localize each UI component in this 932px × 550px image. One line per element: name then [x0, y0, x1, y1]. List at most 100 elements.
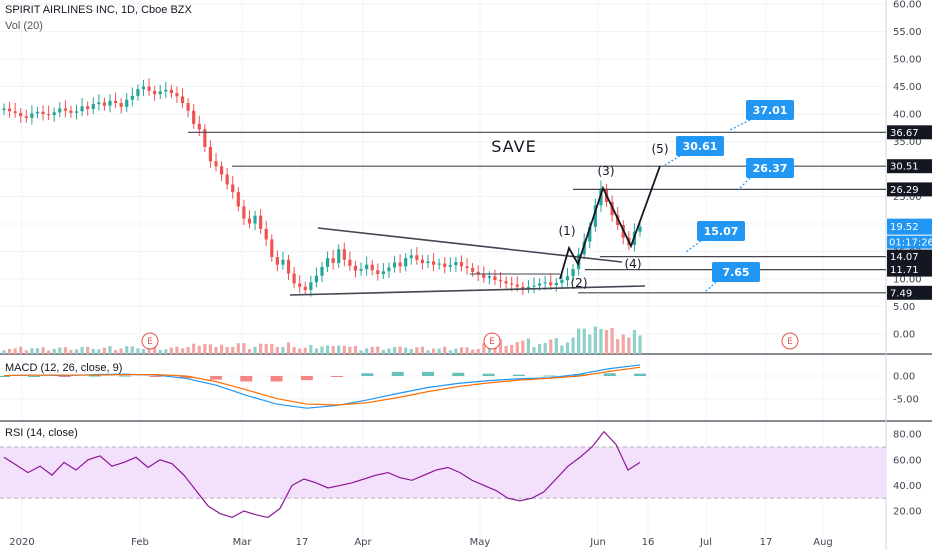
volume-bar [281, 347, 285, 354]
volume-bar [526, 338, 531, 354]
callout-label: 7.65 [722, 266, 749, 279]
wave-label: (3) [598, 164, 615, 178]
x-tick-label: Mar [233, 537, 253, 548]
x-tick-label: 16 [642, 537, 655, 548]
callout-pointer [664, 155, 681, 166]
candle-body [337, 249, 341, 264]
volume-bar [582, 328, 586, 354]
volume-bar [231, 346, 235, 354]
volume-bar [203, 343, 207, 354]
volume-bar [543, 343, 547, 354]
macd-histogram-bar [512, 374, 525, 376]
volume-bar [348, 346, 352, 354]
macd-histogram-bar [240, 376, 253, 382]
candle-body [359, 269, 363, 271]
callout-pointer [685, 240, 702, 253]
volume-bar [593, 326, 597, 354]
x-tick-label: Apr [354, 537, 372, 548]
x-tick-label: Jun [589, 537, 606, 548]
volume-bar [331, 346, 335, 354]
wave-path [559, 165, 661, 280]
volume-bar [532, 347, 536, 354]
candle-body [147, 86, 151, 91]
volume-bar [482, 343, 486, 354]
macd-histogram-bar [543, 375, 556, 377]
volume-bar [169, 347, 173, 354]
volume-bar [376, 346, 380, 354]
rsi-tick-label: 60.00 [893, 455, 922, 466]
volume-bar [175, 346, 179, 354]
candle-body [431, 261, 436, 265]
callout-box [746, 158, 794, 178]
volume-bar [320, 346, 324, 354]
callout-pointer [737, 177, 751, 191]
countdown-tag [887, 235, 932, 249]
level-tag [887, 125, 932, 140]
macd-histogram-bar [482, 373, 495, 376]
macd-histogram-bar [391, 371, 404, 376]
candle-body [320, 266, 324, 276]
macd-histogram-bar [361, 373, 374, 376]
candle-body [231, 184, 235, 193]
rsi-line [3, 430, 641, 519]
volume-bar [415, 347, 419, 354]
volume-bar [359, 350, 363, 354]
volume-bar [454, 348, 458, 354]
candle-body [13, 111, 17, 113]
candle-body [498, 280, 503, 282]
candle-body [130, 95, 134, 100]
candle-body [565, 276, 570, 281]
y-tick-label: 40.00 [893, 110, 922, 121]
volume-bar [158, 349, 162, 354]
candle-body [638, 226, 642, 232]
volume-bar [253, 346, 257, 354]
level-tag [887, 249, 932, 264]
volume-bar [465, 347, 469, 354]
volume-bar [141, 348, 146, 354]
candle-body [560, 280, 564, 283]
volume-bar [510, 345, 514, 354]
candle-body [7, 108, 12, 112]
candle-body [409, 255, 413, 259]
volume-bar [537, 344, 542, 354]
x-tick-label: May [470, 537, 491, 548]
level-tag [887, 159, 932, 174]
candle-body [348, 259, 352, 266]
candle-body [236, 192, 240, 207]
candle-body [208, 147, 213, 162]
earnings-marker-label: E [787, 337, 793, 347]
y-tick-label: 25.00 [893, 192, 922, 203]
volume-bar [180, 348, 185, 354]
earnings-marker-label: E [489, 337, 495, 347]
volume-bar [58, 347, 62, 354]
candle-body [270, 239, 274, 257]
macd-histogram-bar [119, 375, 132, 377]
candle-body [292, 273, 296, 284]
volume-bar [74, 349, 79, 354]
level-tag-label: 30.51 [890, 162, 919, 173]
volume-bar [41, 347, 45, 354]
candle-body [309, 282, 313, 290]
candle-body [365, 264, 369, 270]
volume-bar [314, 348, 319, 354]
volume-bar [47, 350, 51, 354]
candle-body [443, 263, 447, 267]
candle-body [119, 103, 123, 107]
candle-body [242, 206, 246, 219]
rsi-band [0, 447, 886, 499]
candle-body [392, 262, 397, 268]
rsi-tick-label: 20.00 [893, 507, 922, 518]
volume-bar [471, 349, 475, 354]
volume-bar [437, 348, 441, 354]
macd-histogram-bar [149, 376, 162, 377]
y-tick-label: 60.00 [893, 0, 922, 11]
x-tick-label: 17 [760, 537, 773, 548]
y-tick-label: 0.00 [893, 330, 915, 341]
wave-label: (4) [625, 257, 642, 271]
candle-body [192, 110, 196, 124]
candle-body [476, 271, 480, 275]
volume-bar [638, 335, 642, 354]
volume-bar [387, 348, 391, 354]
volume-bar [404, 347, 408, 354]
